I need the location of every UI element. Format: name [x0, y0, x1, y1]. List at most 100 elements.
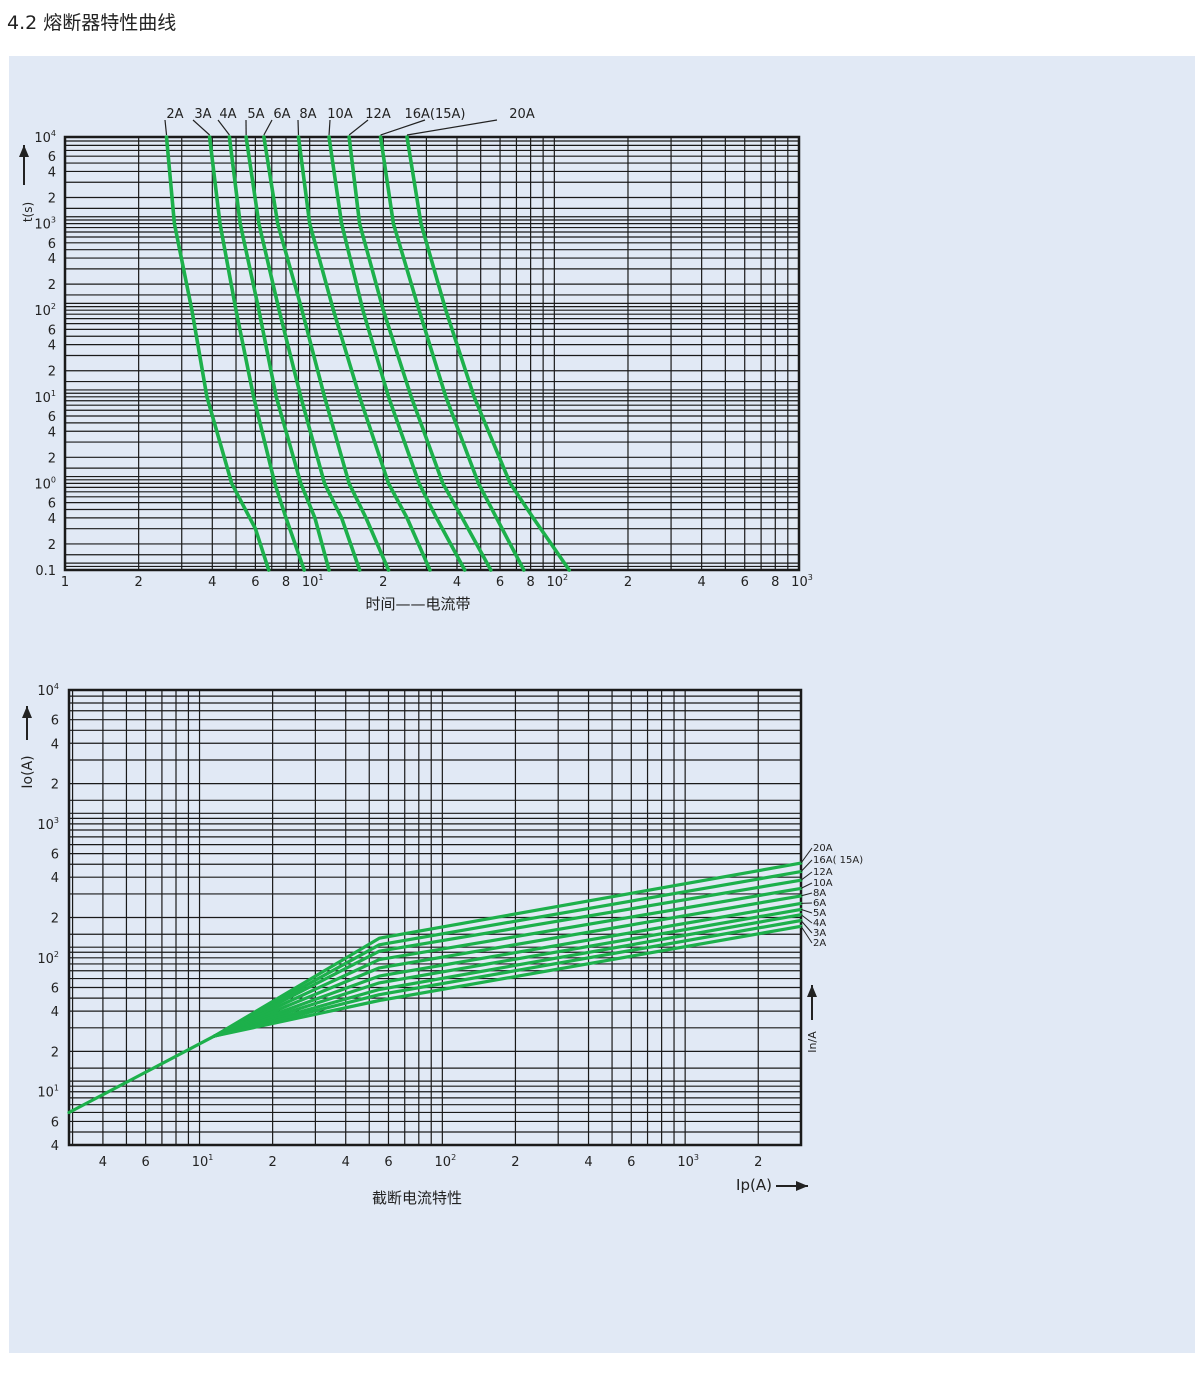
x-tick-label: 101 [192, 1153, 214, 1170]
y-tick-label: 4 [48, 339, 56, 354]
x-tick-label-exponent: 2 [451, 1153, 456, 1162]
cutoff-curve-20a [67, 861, 803, 1115]
y-tick-label-exponent: 2 [54, 950, 59, 959]
time-current-plot-frame [63, 135, 801, 572]
y-tick-label-exponent: 2 [51, 302, 56, 311]
cutoff-label-leader [800, 892, 813, 897]
y-tick-label-exponent: 1 [54, 1084, 59, 1093]
cutoff-label-leader [800, 908, 813, 914]
x-tick-label: 102 [547, 573, 569, 590]
y-tick-label: 4 [48, 512, 56, 527]
x-tick-label: 1 [61, 575, 69, 590]
curve-label-leader [263, 119, 273, 136]
cutoff-curve-label: 16A( 15A) [813, 855, 863, 866]
curve-20a [405, 135, 571, 572]
cutoff-curve-16a15a [212, 870, 803, 1038]
x-tick-label: 8 [526, 575, 534, 590]
y-tick-label: 2 [48, 278, 56, 293]
cutoff-curve-label: 8A [813, 888, 826, 899]
y-tick-label: 2 [48, 192, 56, 207]
curve-5a [244, 135, 362, 572]
y-tick-label: 6 [51, 714, 59, 729]
cutoff-curve-label: 4A [813, 918, 826, 929]
y-tick-label: 103 [37, 816, 59, 833]
x-tick-label: 4 [584, 1155, 592, 1170]
y-tick-label: 6 [48, 497, 56, 512]
cutoff-curve-label: 2A [813, 938, 826, 949]
cutoff-label-leader [800, 920, 813, 934]
curve-16a15a [378, 135, 526, 572]
y-axis-arrow-head [19, 145, 29, 157]
curve-label: 10A [327, 107, 353, 122]
x-tick-label: 4 [342, 1155, 350, 1170]
time-current-chart: 2A 3A 4A 5A 6A 8A 10A 12A 16A(15A) 20A0.124610024… [19, 107, 813, 613]
curve-label: 8A [299, 107, 316, 122]
y-tick-label-exponent: 1 [51, 389, 56, 398]
x-tick-label-exponent: 1 [318, 573, 323, 582]
cutoff-curve-12a [212, 878, 803, 1038]
curve-label-leader [192, 119, 211, 136]
y-tick-label: 6 [48, 410, 56, 425]
cutoff-label-leader [800, 925, 813, 944]
y-tick-label-exponent: 3 [51, 216, 56, 225]
y-tick-label: 6 [48, 237, 56, 252]
x-tick-label: 8 [282, 575, 290, 590]
cutoff-label-leader [800, 871, 813, 881]
curve-label: 20A [509, 107, 535, 122]
cutoff-curve-label: 20A [813, 843, 833, 854]
y-tick-label: 4 [48, 252, 56, 267]
y-tick-label: 2 [48, 451, 56, 466]
chart-panel [9, 56, 1195, 1353]
x-tick-label-exponent: 2 [563, 573, 568, 582]
cutoff-label-leader [800, 882, 813, 889]
x-axis-label: 时间——电流带 [365, 595, 470, 613]
x-tick-label: 103 [791, 573, 813, 590]
page-heading: 4.2 熔断器特性曲线 [7, 12, 177, 34]
y-tick-label: 6 [48, 150, 56, 165]
y-tick-label: 2 [48, 365, 56, 380]
y-tick-label: 4 [51, 1005, 59, 1020]
cutoff-curve-3a [212, 918, 803, 1038]
cutoff-plot-frame [67, 688, 803, 1147]
y-tick-label: 2 [51, 1045, 59, 1060]
y-tick-label: 104 [37, 682, 59, 699]
y-tick-label: 102 [37, 950, 59, 967]
curve-4a [227, 135, 331, 572]
curve-label: 2A [166, 107, 183, 122]
curve-label: 6A [273, 107, 290, 122]
y-tick-label: 4 [51, 737, 59, 752]
y-tick-label: 4 [48, 165, 56, 180]
curve-3a [207, 135, 306, 572]
y-tick-label-exponent: 0 [51, 475, 56, 484]
x-tick-label: 2 [511, 1155, 519, 1170]
y-tick-label: 103 [34, 216, 56, 233]
y-tick-label: 6 [48, 323, 56, 338]
cutoff-curve-label: 5A [813, 908, 826, 919]
y-tick-label: 6 [51, 1115, 59, 1130]
x-tick-label: 2 [135, 575, 143, 590]
curve-label: 12A [365, 107, 391, 122]
curve-label-leader [348, 119, 369, 136]
cutoff-curve-label: 3A [813, 928, 826, 939]
curve-label: 5A [247, 107, 264, 122]
curve-label-leader [380, 119, 426, 136]
curve-6a [262, 135, 391, 572]
curve-label-leader [406, 119, 498, 136]
curve-8a [296, 135, 432, 572]
curve-12a [347, 135, 493, 572]
cutoff-curve-label: 10A [813, 878, 833, 889]
curve-label: 3A [194, 107, 211, 122]
y-tick-label: 6 [51, 848, 59, 863]
x-tick-label-exponent: 3 [694, 1153, 699, 1162]
y-tick-label: 2 [48, 538, 56, 553]
x-tick-label: 2 [624, 575, 632, 590]
x-tick-label: 2 [268, 1155, 276, 1170]
curve-label: 4A [219, 107, 236, 122]
series-axis-arrow-head [807, 985, 817, 997]
x-tick-label: 6 [496, 575, 504, 590]
x-tick-label: 6 [627, 1155, 635, 1170]
x-tick-label: 2 [754, 1155, 762, 1170]
cutoff-label-leader [800, 914, 813, 924]
cutoff-label-leader [800, 847, 813, 864]
curve-2a [164, 135, 271, 572]
